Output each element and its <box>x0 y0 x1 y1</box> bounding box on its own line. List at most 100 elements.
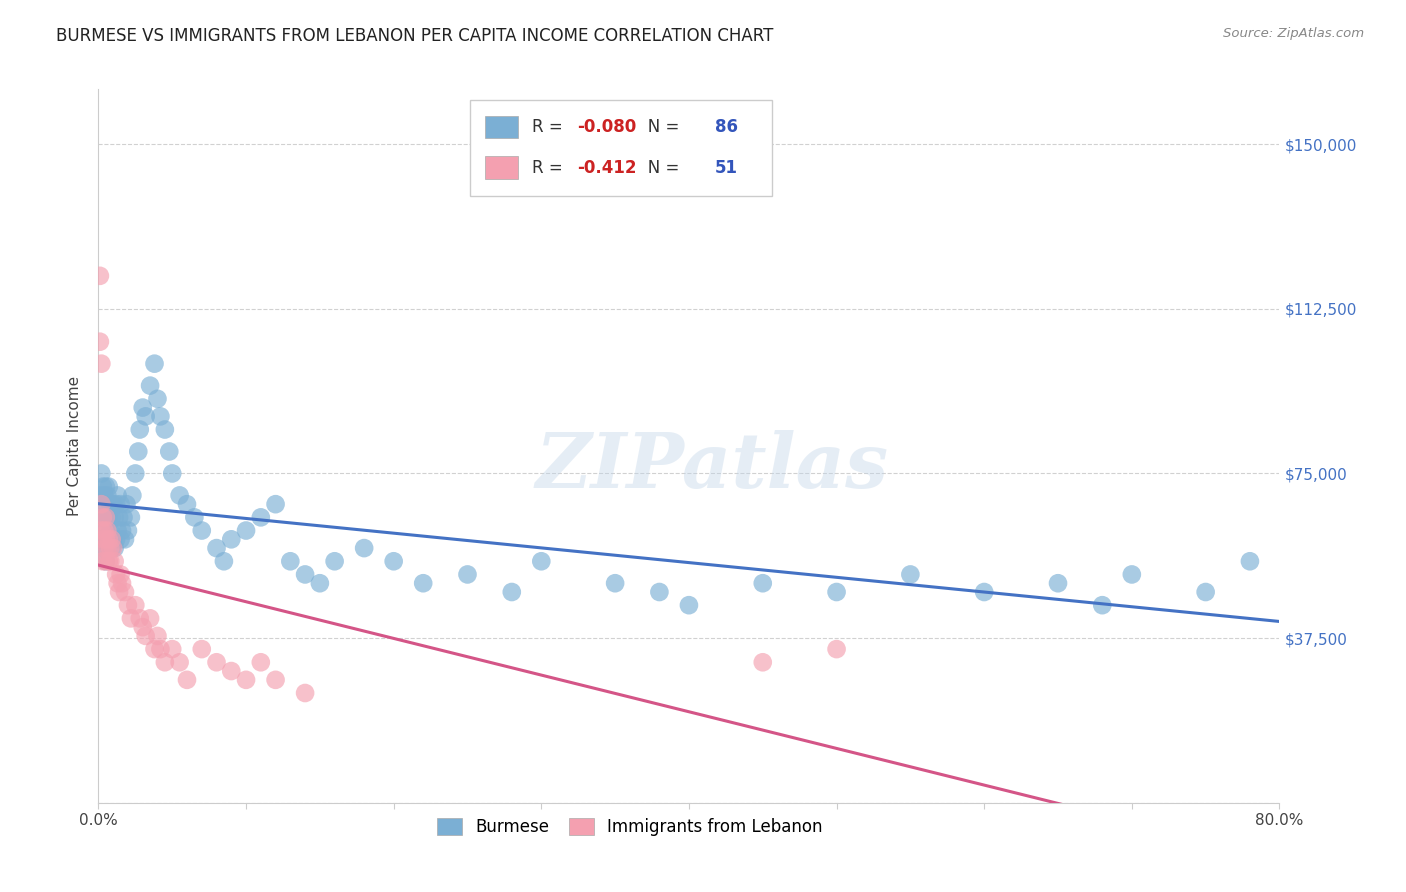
Text: 86: 86 <box>714 118 738 136</box>
Point <box>107 524 129 538</box>
Point <box>139 378 162 392</box>
Point <box>648 585 671 599</box>
Point <box>264 497 287 511</box>
Point <box>96 488 118 502</box>
Point <box>1195 585 1218 599</box>
Point <box>97 510 120 524</box>
Point <box>96 541 118 555</box>
Point <box>128 423 150 437</box>
Point <box>1046 576 1070 591</box>
Point <box>107 576 129 591</box>
Point <box>91 510 114 524</box>
Point <box>162 642 183 657</box>
Point <box>96 524 118 538</box>
Point <box>128 611 150 625</box>
Point <box>98 541 121 555</box>
Point <box>752 655 775 669</box>
Point <box>97 480 120 494</box>
Point <box>191 524 214 538</box>
Point <box>294 567 316 582</box>
Point <box>93 524 115 538</box>
FancyBboxPatch shape <box>485 116 517 138</box>
Point <box>94 480 117 494</box>
Point <box>120 510 142 524</box>
Text: Source: ZipAtlas.com: Source: ZipAtlas.com <box>1223 27 1364 40</box>
Point <box>90 524 112 538</box>
Point <box>501 585 523 599</box>
Point <box>825 642 848 657</box>
Point <box>94 510 117 524</box>
Point <box>1091 598 1114 612</box>
Text: 51: 51 <box>714 159 738 177</box>
Point <box>117 598 139 612</box>
Point <box>110 567 132 582</box>
Point <box>124 598 146 612</box>
Point <box>100 533 122 547</box>
Point <box>90 357 112 371</box>
Point <box>100 510 122 524</box>
Point <box>153 655 176 669</box>
Point <box>678 598 700 612</box>
Point <box>124 467 146 481</box>
Point <box>111 524 134 538</box>
Point <box>96 510 118 524</box>
Point <box>104 541 127 555</box>
Point <box>132 401 155 415</box>
Point <box>149 409 172 424</box>
Point <box>93 541 115 555</box>
FancyBboxPatch shape <box>485 156 517 179</box>
Point <box>120 611 142 625</box>
Point <box>280 554 302 568</box>
Point <box>135 629 157 643</box>
Text: N =: N = <box>633 159 685 177</box>
Point <box>114 585 136 599</box>
Point <box>104 554 127 568</box>
Point <box>103 497 125 511</box>
Point <box>97 554 120 568</box>
Point <box>221 664 243 678</box>
Text: -0.080: -0.080 <box>576 118 636 136</box>
Point <box>146 392 169 406</box>
Point <box>89 268 111 283</box>
Point <box>112 510 135 524</box>
Point <box>117 524 139 538</box>
Point <box>1121 567 1143 582</box>
Point <box>153 423 176 437</box>
Point <box>135 409 157 424</box>
Point <box>103 533 125 547</box>
Point <box>98 497 121 511</box>
Point <box>169 488 191 502</box>
Point <box>143 642 166 657</box>
Point <box>94 533 117 547</box>
Point <box>110 533 132 547</box>
Point <box>96 541 118 555</box>
Point <box>294 686 316 700</box>
Point <box>139 611 162 625</box>
Point <box>132 620 155 634</box>
Point <box>221 533 243 547</box>
Point <box>250 510 273 524</box>
Text: N =: N = <box>633 118 685 136</box>
Point <box>605 576 627 591</box>
Point <box>205 541 228 555</box>
Point <box>176 497 198 511</box>
Point <box>100 541 122 555</box>
Point <box>98 554 121 568</box>
Point <box>108 510 131 524</box>
Point <box>530 554 553 568</box>
Point <box>107 488 129 502</box>
Point <box>149 642 172 657</box>
Legend: Burmese, Immigrants from Lebanon: Burmese, Immigrants from Lebanon <box>429 810 831 845</box>
Point <box>250 655 273 669</box>
Point <box>103 541 125 555</box>
Point <box>91 533 114 547</box>
Point <box>91 554 114 568</box>
Point <box>235 524 257 538</box>
Point <box>105 497 128 511</box>
Y-axis label: Per Capita Income: Per Capita Income <box>67 376 83 516</box>
Point <box>353 541 375 555</box>
Point <box>323 554 346 568</box>
Point <box>146 629 169 643</box>
Point <box>90 510 112 524</box>
Point <box>110 497 132 511</box>
